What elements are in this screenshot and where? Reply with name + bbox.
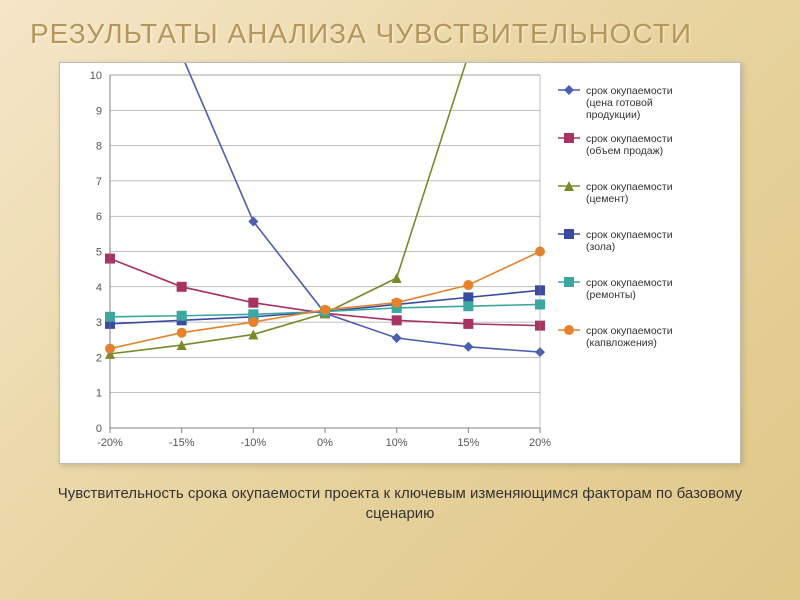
slide-caption: Чувствительность срока окупаемости проек…	[30, 484, 770, 523]
svg-text:(объем продаж): (объем продаж)	[586, 145, 663, 157]
svg-text:-15%: -15%	[169, 437, 195, 449]
svg-text:(зола): (зола)	[586, 241, 615, 253]
svg-text:10%: 10%	[386, 437, 408, 449]
chart-container: 0 1 2 3 4 5 6 7 8 9 10 -20% -15% -10% 0% 10% 15% 20% срок …	[59, 62, 741, 464]
svg-text:продукции): продукции)	[586, 109, 640, 121]
svg-text:(цемент): (цемент)	[586, 193, 628, 205]
svg-text:0%: 0%	[317, 437, 333, 449]
svg-text:срок окупаемости: срок окупаемости	[586, 181, 673, 193]
svg-text:2: 2	[96, 353, 102, 365]
svg-text:3: 3	[96, 317, 102, 329]
svg-text:(цена готовой: (цена готовой	[586, 97, 653, 109]
slide-container: РЕЗУЛЬТАТЫ АНАЛИЗА ЧУВСТВИТЕЛЬНОСТИ 0 1 2 3…	[0, 0, 800, 600]
svg-text:15%: 15%	[457, 437, 479, 449]
svg-text:8: 8	[96, 141, 102, 153]
svg-text:срок окупаемости: срок окупаемости	[586, 85, 673, 97]
svg-text:9: 9	[96, 105, 102, 117]
svg-text:1: 1	[96, 388, 102, 400]
slide-title: РЕЗУЛЬТАТЫ АНАЛИЗА ЧУВСТВИТЕЛЬНОСТИ	[30, 18, 770, 50]
svg-text:срок окупаемости: срок окупаемости	[586, 133, 673, 145]
svg-text:7: 7	[96, 176, 102, 188]
svg-text:(ремонты): (ремонты)	[586, 289, 636, 301]
sensitivity-chart: 0 1 2 3 4 5 6 7 8 9 10 -20% -15% -10% 0% 10% 15% 20% срок …	[60, 63, 740, 463]
svg-text:-20%: -20%	[97, 437, 123, 449]
svg-text:6: 6	[96, 211, 102, 223]
svg-text:4: 4	[96, 282, 102, 294]
svg-text:0: 0	[96, 423, 102, 435]
svg-text:5: 5	[96, 247, 102, 259]
svg-text:срок окупаемости: срок окупаемости	[586, 325, 673, 337]
svg-text:срок окупаемости: срок окупаемости	[586, 277, 673, 289]
svg-text:(капвложения): (капвложения)	[586, 337, 657, 349]
svg-text:срок окупаемости: срок окупаемости	[586, 229, 673, 241]
svg-text:10: 10	[90, 70, 102, 82]
svg-text:-10%: -10%	[240, 437, 266, 449]
svg-text:20%: 20%	[529, 437, 551, 449]
